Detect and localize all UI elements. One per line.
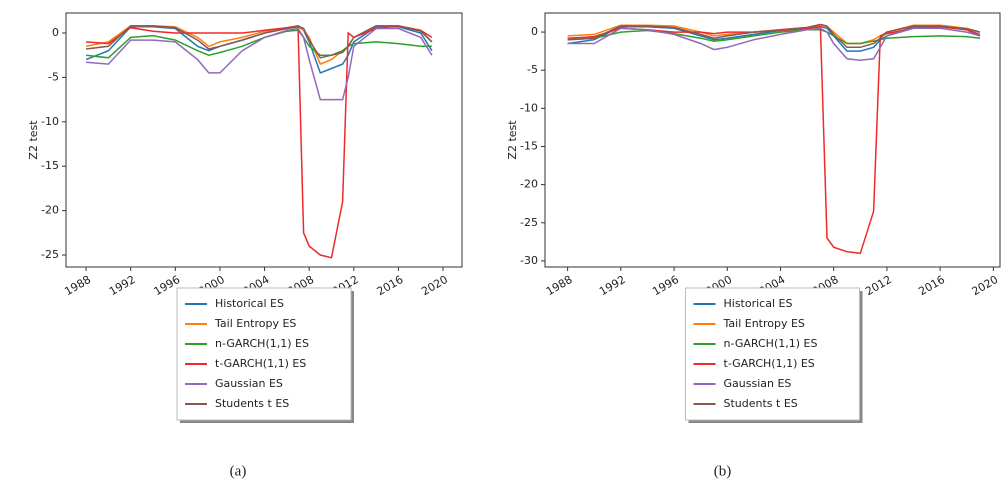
legend-label: Students t ES <box>724 397 798 410</box>
y-tick-label: -10 <box>520 101 538 114</box>
legend-label: Students t ES <box>215 397 289 410</box>
legend-label: Historical ES <box>215 297 284 310</box>
legend-label: n-GARCH(1,1) ES <box>215 337 309 350</box>
x-tick-label: 2016 <box>375 273 406 298</box>
plot-frame <box>544 12 1001 268</box>
x-tick-label: 2016 <box>916 273 947 298</box>
series-line <box>85 26 433 74</box>
y-axis-label: Z2 test <box>506 120 519 160</box>
x-tick-label: 1988 <box>544 273 575 298</box>
y-tick-label: -15 <box>520 139 538 152</box>
y-tick-label: -25 <box>520 216 538 229</box>
caption: (b) <box>714 463 732 479</box>
y-tick-label: -20 <box>520 178 538 191</box>
y-tick-label: -10 <box>41 115 59 128</box>
legend-box <box>685 287 860 421</box>
series-line <box>567 27 981 62</box>
x-tick-label: 1992 <box>597 273 628 298</box>
series-line <box>567 23 981 49</box>
legend-label: Tail Entropy ES <box>723 317 805 330</box>
y-axis-label: Z2 test <box>27 120 40 160</box>
y-tick-label: 0 <box>531 25 538 38</box>
legend-label: t-GARCH(1,1) ES <box>215 357 306 370</box>
legend-label: t-GARCH(1,1) ES <box>724 357 815 370</box>
legend-label: Gaussian ES <box>724 377 792 390</box>
x-tick-label: 2020 <box>419 273 450 298</box>
y-tick-label: -25 <box>41 248 59 261</box>
series-line <box>567 25 981 255</box>
y-tick-label: -30 <box>520 254 538 267</box>
caption: (a) <box>230 463 247 479</box>
legend-box <box>176 287 352 421</box>
x-tick-label: 1988 <box>62 273 93 298</box>
legend-label: Gaussian ES <box>215 377 283 390</box>
y-tick-label: -5 <box>527 63 538 76</box>
series-line <box>86 27 433 101</box>
legend-label: Tail Entropy ES <box>214 317 296 330</box>
series-line <box>86 25 433 259</box>
legend-label: n-GARCH(1,1) ES <box>724 337 818 350</box>
y-tick-label: -5 <box>48 70 59 83</box>
x-tick-label: 1996 <box>650 273 681 298</box>
x-tick-label: 1992 <box>107 273 138 298</box>
x-tick-label: 2020 <box>970 273 1001 298</box>
y-tick-label: 0 <box>52 26 59 39</box>
series-line <box>86 25 433 59</box>
y-tick-label: -20 <box>41 204 59 217</box>
y-tick-label: -15 <box>41 159 59 172</box>
x-tick-label: 2012 <box>863 273 894 298</box>
legend-label: Historical ES <box>724 297 793 310</box>
plot-frame <box>65 12 463 268</box>
